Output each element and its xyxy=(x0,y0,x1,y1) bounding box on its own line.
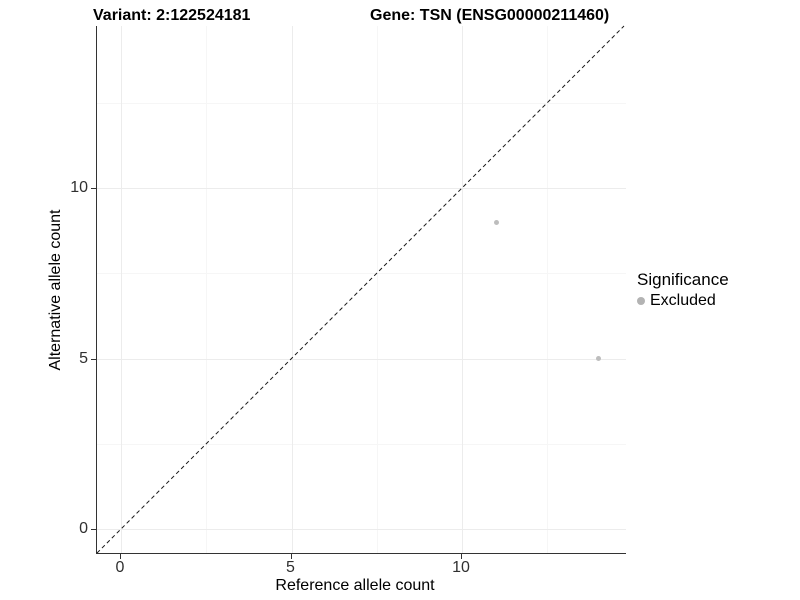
plot-panel xyxy=(96,25,626,554)
legend: Significance Excluded xyxy=(637,270,729,310)
variant-title: Variant: 2:122524181 xyxy=(93,7,251,24)
grid-major-h xyxy=(97,529,626,530)
grid-major-v xyxy=(291,26,293,553)
grid-minor-v xyxy=(376,26,378,553)
x-axis-title: Reference allele count xyxy=(275,577,435,594)
legend-key-dot-icon xyxy=(637,297,645,305)
y-axis-title: Alternative allele count xyxy=(47,209,64,371)
y-tick-label: 5 xyxy=(79,349,88,367)
grid-minor-h xyxy=(97,102,626,104)
x-tick-mark xyxy=(120,554,121,559)
x-tick-label: 10 xyxy=(452,559,470,576)
grid-major-h xyxy=(97,188,626,189)
grid-minor-v xyxy=(547,26,549,553)
grid-major-v xyxy=(462,26,463,553)
gene-title: Gene: TSN (ENSG00000211460) xyxy=(370,7,610,24)
x-tick-label: 5 xyxy=(286,559,295,576)
x-tick-mark xyxy=(290,554,292,559)
y-tick-mark xyxy=(91,529,96,530)
legend-item-label: Excluded xyxy=(650,292,716,309)
legend-item-excluded: Excluded xyxy=(637,292,729,310)
x-tick-label: 0 xyxy=(115,559,125,576)
x-tick-mark xyxy=(461,554,462,559)
y-tick-mark xyxy=(91,358,96,360)
data-point xyxy=(493,219,499,225)
grid-major-v xyxy=(121,26,122,553)
y-tick-mark xyxy=(91,188,96,189)
grid-minor-h xyxy=(97,443,626,445)
legend-title: Significance xyxy=(637,270,729,289)
y-tick-label: 10 xyxy=(70,179,88,196)
grid-minor-h xyxy=(97,273,626,275)
identity-line xyxy=(96,25,625,554)
grid-major-h xyxy=(97,358,626,360)
data-point xyxy=(595,356,601,361)
y-tick-label: 0 xyxy=(79,520,88,537)
grid-minor-v xyxy=(206,26,208,553)
